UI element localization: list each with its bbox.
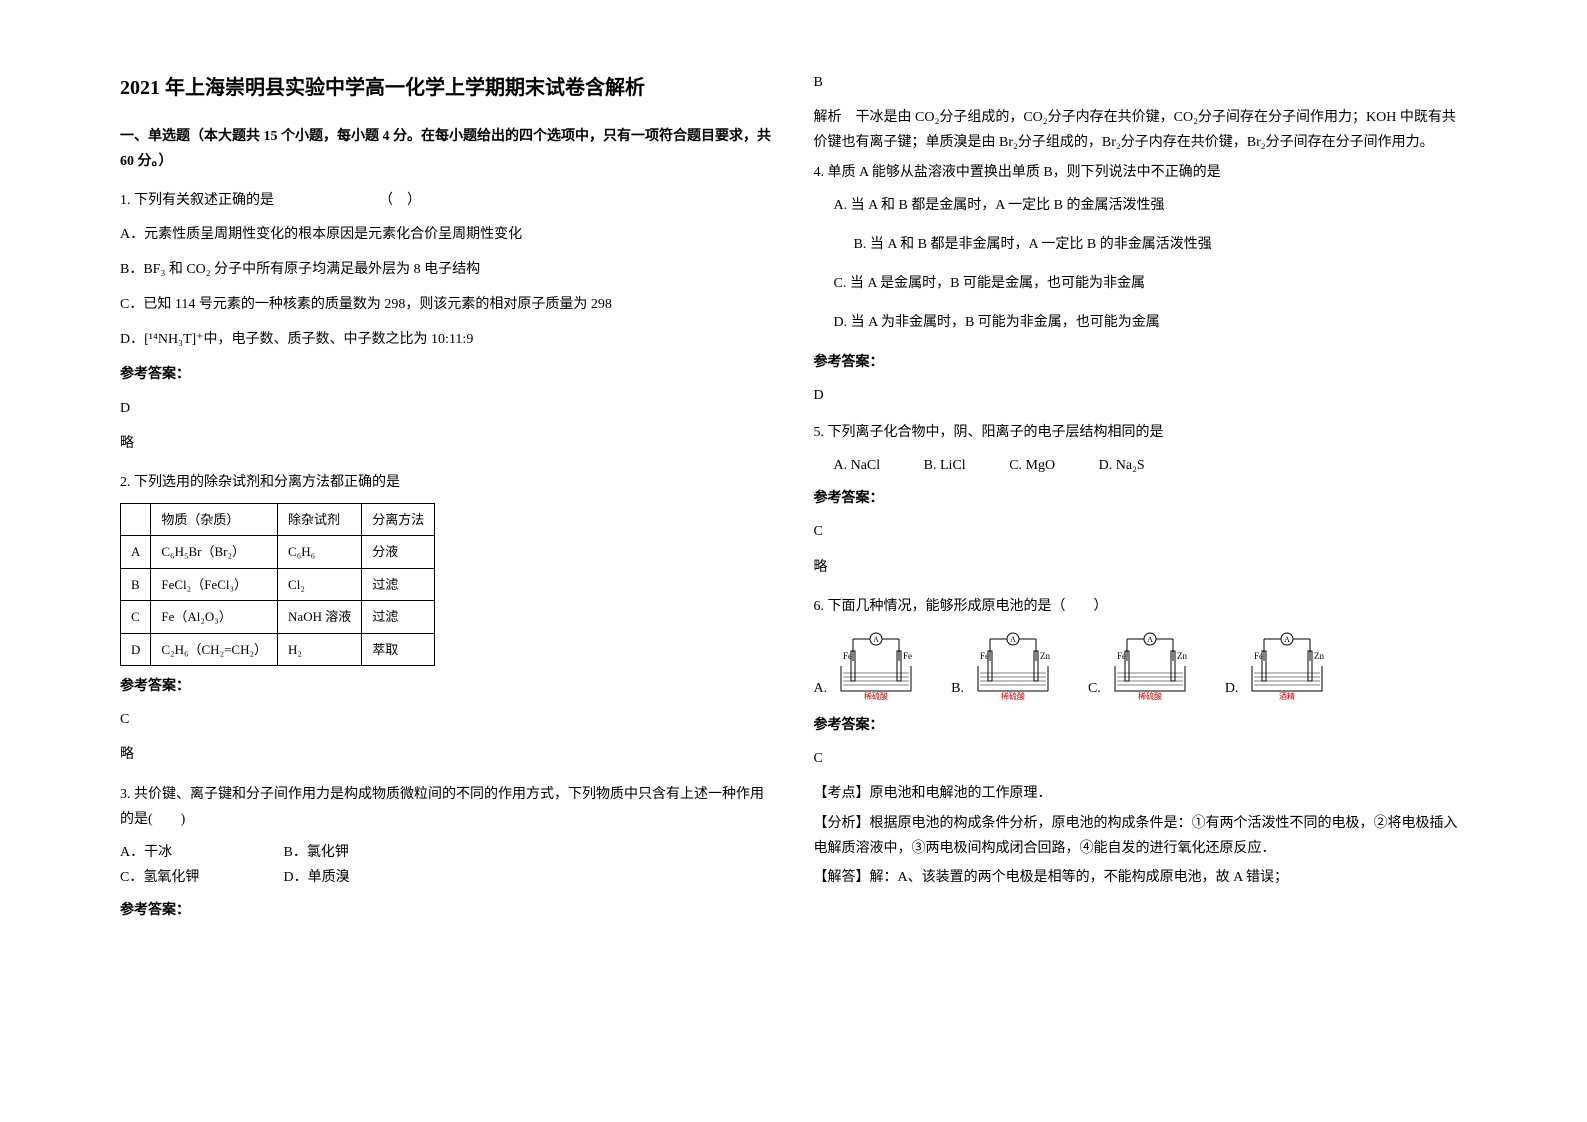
q3-option-c: C．氢氧化钾 — [120, 865, 280, 890]
q3-option-d: D．单质溴 — [284, 870, 350, 885]
q6-label-c: C. — [1088, 676, 1101, 701]
q1-note: 略 — [120, 431, 774, 456]
q6-diagrams: A. A Fe Fe 稀硫酸 B. — [814, 631, 1468, 701]
answer-label: 参考答案： — [814, 486, 1468, 511]
svg-text:A: A — [1010, 635, 1016, 644]
q6-answer: C — [814, 746, 1468, 771]
q5-stem: 5. 下列离子化合物中，阴、阳离子的电子层结构相同的是 — [814, 420, 1468, 445]
table-row: C Fe（Al₂O₃） NaOH 溶液 过滤 — [121, 601, 435, 633]
q4-option-d: D. 当 A 为非金属时，B 可能为非金属，也可能为金属 — [834, 310, 1468, 335]
section-header: 一、单选题（本大题共 15 个小题，每小题 4 分。在每小题给出的四个选项中，只… — [120, 124, 774, 174]
q1-answer: D — [120, 396, 774, 421]
q6-cell-b: B. A Fe Zn 稀硫酸 — [951, 631, 1058, 701]
svg-text:Zn: Zn — [1314, 651, 1324, 661]
question-4: 4. 单质 A 能够从盐溶液中置换出单质 B，则下列说法中不正确的是 A. 当 … — [814, 160, 1468, 408]
q5-option-d: D. Na₂S — [1099, 458, 1145, 473]
svg-text:Fe: Fe — [980, 651, 989, 661]
table-header-row: 物质（杂质） 除杂试剂 分离方法 — [121, 504, 435, 536]
battery-icon: A Fe Fe 稀硫酸 — [831, 631, 921, 701]
q1-option-d: D．[¹⁴NH₃T]⁺中，电子数、质子数、中子数之比为 10:11:9 — [120, 327, 774, 352]
svg-text:Fe: Fe — [1254, 651, 1263, 661]
q6-label-a: A. — [814, 676, 828, 701]
q3-option-a: A．干冰 — [120, 840, 280, 865]
page-title: 2021 年上海崇明县实验中学高一化学上学期期末试卷含解析 — [120, 70, 774, 106]
svg-text:Zn: Zn — [1040, 651, 1050, 661]
q4-option-c: C. 当 A 是金属时，B 可能是金属，也可能为非金属 — [834, 271, 1468, 296]
svg-text:Fe: Fe — [843, 651, 852, 661]
th-blank — [121, 504, 151, 536]
q3-stem: 3. 共价键、离子键和分子间作用力是构成物质微粒间的不同的作用方式，下列物质中只… — [120, 782, 774, 832]
q4-answer: D — [814, 383, 1468, 408]
svg-text:稀硫酸: 稀硫酸 — [1001, 691, 1025, 701]
q5-option-a: A. NaCl — [834, 458, 881, 473]
question-1: 1. 下列有关叙述正确的是 （ ） A．元素性质呈周期性变化的根本原因是元素化合… — [120, 188, 774, 456]
question-2: 2. 下列选用的除杂试剂和分离方法都正确的是 物质（杂质） 除杂试剂 分离方法 … — [120, 470, 774, 768]
th-reagent: 除杂试剂 — [278, 504, 362, 536]
q6-cell-c: C. A Fe Zn 稀硫酸 — [1088, 631, 1195, 701]
svg-text:稀硫酸: 稀硫酸 — [864, 691, 888, 701]
battery-icon: A Fe Zn 酒精 — [1242, 631, 1332, 701]
q4-option-a: A. 当 A 和 B 都是金属时，A 一定比 B 的金属活泼性强 — [834, 193, 1468, 218]
svg-text:A: A — [1147, 635, 1153, 644]
svg-text:稀硫酸: 稀硫酸 — [1138, 691, 1162, 701]
q3-options-row1: A．干冰 B．氯化钾 — [120, 840, 774, 865]
q6-label-d: D. — [1225, 676, 1239, 701]
table-row: B FeCl₂（FeCl₃） Cl₂ 过滤 — [121, 568, 435, 600]
q4-option-b: B. 当 A 和 B 都是非金属时，A 一定比 B 的非金属活泼性强 — [854, 232, 1468, 257]
q6-explain-3: 【解答】解：A、该装置的两个电极是相等的，不能构成原电池，故 A 错误； — [814, 865, 1468, 890]
q5-options: A. NaCl B. LiCl C. MgO D. Na₂S — [834, 453, 1468, 478]
q3-options-row2: C．氢氧化钾 D．单质溴 — [120, 865, 774, 890]
svg-text:A: A — [873, 635, 879, 644]
q1-stem: 1. 下列有关叙述正确的是 （ ） — [120, 188, 774, 213]
battery-icon: A Fe Zn 稀硫酸 — [1105, 631, 1195, 701]
q6-explain-2: 【分析】根据原电池的构成条件分析，原电池的构成条件是：①有两个活泼性不同的电极，… — [814, 811, 1468, 861]
th-substance: 物质（杂质） — [151, 504, 278, 536]
q3-explain: 解析 干冰是由 CO₂分子组成的，CO₂分子内存在共价键，CO₂分子间存在分子间… — [814, 105, 1468, 155]
battery-icon: A Fe Zn 稀硫酸 — [968, 631, 1058, 701]
svg-text:Zn: Zn — [1177, 651, 1187, 661]
q5-option-c: C. MgO — [1009, 458, 1055, 473]
q6-explain-1: 【考点】原电池和电解池的工作原理． — [814, 781, 1468, 806]
q2-table: 物质（杂质） 除杂试剂 分离方法 A C₆H₅Br（Br₂） C₆H₆ 分液 B… — [120, 503, 435, 666]
q1-option-b: B．BF₃ 和 CO₂ 分子中所有原子均满足最外层为 8 电子结构 — [120, 257, 774, 282]
answer-label: 参考答案： — [120, 674, 774, 699]
answer-label: 参考答案： — [814, 350, 1468, 375]
answer-label: 参考答案： — [120, 898, 774, 923]
svg-text:Fe: Fe — [1117, 651, 1126, 661]
q6-label-b: B. — [951, 676, 964, 701]
q3-option-b: B．氯化钾 — [284, 845, 349, 860]
q4-stem: 4. 单质 A 能够从盐溶液中置换出单质 B，则下列说法中不正确的是 — [814, 160, 1468, 185]
svg-text:Fe: Fe — [903, 651, 912, 661]
answer-label: 参考答案： — [814, 713, 1468, 738]
q1-option-c: C．已知 114 号元素的一种核素的质量数为 298，则该元素的相对原子质量为 … — [120, 292, 774, 317]
q6-cell-d: D. A Fe Zn 酒精 — [1225, 631, 1333, 701]
table-row: D C₂H₆（CH₂=CH₂） H₂ 萃取 — [121, 633, 435, 665]
right-column: B 解析 干冰是由 CO₂分子组成的，CO₂分子内存在共价键，CO₂分子间存在分… — [794, 70, 1488, 1052]
th-method: 分离方法 — [362, 504, 435, 536]
question-3: 3. 共价键、离子键和分子间作用力是构成物质微粒间的不同的作用方式，下列物质中只… — [120, 782, 774, 924]
table-row: A C₆H₅Br（Br₂） C₆H₆ 分液 — [121, 536, 435, 568]
answer-label: 参考答案： — [120, 362, 774, 387]
q6-stem: 6. 下面几种情况，能够形成原电池的是（ ） — [814, 594, 1468, 619]
question-5: 5. 下列离子化合物中，阴、阳离子的电子层结构相同的是 A. NaCl B. L… — [814, 420, 1468, 580]
question-6: 6. 下面几种情况，能够形成原电池的是（ ） A. A Fe Fe — [814, 594, 1468, 890]
q1-option-a: A．元素性质呈周期性变化的根本原因是元素化合价呈周期性变化 — [120, 222, 774, 247]
left-column: 2021 年上海崇明县实验中学高一化学上学期期末试卷含解析 一、单选题（本大题共… — [100, 70, 794, 1052]
svg-text:A: A — [1285, 635, 1291, 644]
q2-note: 略 — [120, 742, 774, 767]
svg-text:酒精: 酒精 — [1279, 691, 1295, 701]
q5-note: 略 — [814, 555, 1468, 580]
q6-cell-a: A. A Fe Fe 稀硫酸 — [814, 631, 922, 701]
q5-option-b: B. LiCl — [924, 458, 966, 473]
q2-answer: C — [120, 707, 774, 732]
q3-answer: B — [814, 70, 1468, 95]
q2-stem: 2. 下列选用的除杂试剂和分离方法都正确的是 — [120, 470, 774, 495]
q5-answer: C — [814, 519, 1468, 544]
